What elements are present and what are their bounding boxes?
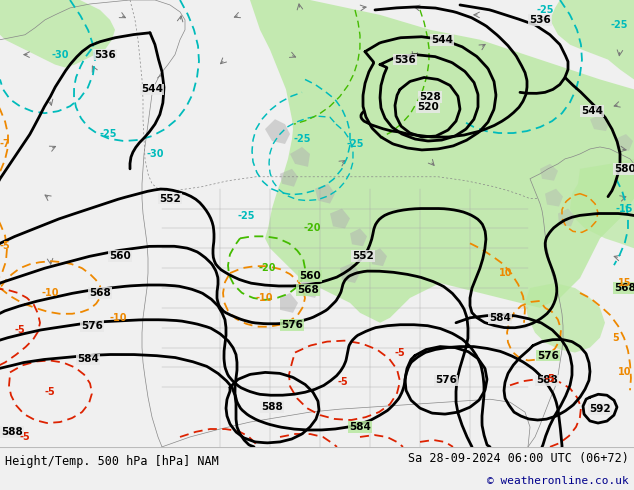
Polygon shape: [0, 0, 115, 68]
Polygon shape: [330, 209, 350, 228]
Polygon shape: [570, 159, 634, 248]
Text: 576: 576: [435, 375, 457, 385]
Text: -25: -25: [237, 212, 255, 221]
Text: 528: 528: [419, 92, 441, 102]
Text: 536: 536: [94, 49, 116, 60]
Text: -5: -5: [0, 241, 10, 251]
Text: -5: -5: [15, 325, 25, 335]
Text: 568: 568: [89, 288, 111, 298]
Text: 592: 592: [589, 404, 611, 414]
Text: -5: -5: [44, 387, 55, 397]
Text: 552: 552: [159, 194, 181, 204]
Text: Sa 28-09-2024 06:00 UTC (06+72): Sa 28-09-2024 06:00 UTC (06+72): [408, 452, 629, 466]
Polygon shape: [545, 189, 563, 207]
Text: -10: -10: [109, 313, 127, 323]
Polygon shape: [550, 0, 634, 79]
Polygon shape: [280, 293, 298, 313]
Text: -5: -5: [20, 432, 30, 442]
Text: 568: 568: [614, 283, 634, 293]
Text: -25: -25: [294, 134, 311, 144]
Polygon shape: [350, 228, 367, 246]
Text: 588: 588: [1, 427, 23, 437]
Polygon shape: [370, 248, 387, 266]
Polygon shape: [250, 0, 634, 323]
Polygon shape: [525, 283, 605, 352]
Text: 576: 576: [537, 350, 559, 361]
Polygon shape: [300, 278, 320, 298]
Text: -7: -7: [0, 139, 10, 149]
Polygon shape: [290, 147, 310, 167]
Text: 10: 10: [618, 368, 631, 377]
Polygon shape: [265, 119, 290, 144]
Text: 588: 588: [536, 375, 558, 385]
Text: 560: 560: [299, 271, 321, 281]
Text: Height/Temp. 500 hPa [hPa] NAM: Height/Temp. 500 hPa [hPa] NAM: [5, 456, 219, 468]
Text: -5: -5: [394, 347, 405, 358]
Text: -5: -5: [545, 374, 555, 384]
Text: -30: -30: [51, 49, 68, 60]
Text: © weatheronline.co.uk: © weatheronline.co.uk: [488, 475, 629, 486]
Text: -25: -25: [611, 20, 628, 30]
Text: -10: -10: [41, 288, 59, 298]
Text: 15: 15: [618, 278, 631, 288]
Text: -25: -25: [536, 5, 553, 15]
Text: 544: 544: [141, 84, 163, 95]
Polygon shape: [615, 134, 633, 151]
Polygon shape: [315, 184, 335, 203]
Text: -25: -25: [100, 129, 117, 139]
Text: -15: -15: [615, 203, 633, 214]
Polygon shape: [590, 114, 610, 131]
Polygon shape: [540, 164, 558, 181]
Text: 520: 520: [417, 102, 439, 112]
Text: 576: 576: [281, 320, 303, 330]
Polygon shape: [340, 263, 360, 283]
Polygon shape: [558, 209, 575, 226]
Text: 580: 580: [614, 164, 634, 174]
Text: 10: 10: [499, 268, 513, 278]
Text: -30: -30: [146, 149, 164, 159]
Text: 544: 544: [431, 35, 453, 45]
Text: -20: -20: [258, 263, 276, 273]
Text: 584: 584: [77, 354, 99, 365]
Text: 584: 584: [349, 422, 371, 432]
Text: 536: 536: [394, 54, 416, 65]
Text: -10: -10: [256, 293, 273, 303]
Text: 536: 536: [529, 15, 551, 25]
Text: -20: -20: [303, 223, 321, 233]
Text: 584: 584: [489, 313, 511, 323]
Text: 5: 5: [612, 333, 619, 343]
Text: -5: -5: [338, 377, 348, 387]
Text: 544: 544: [581, 106, 603, 116]
Polygon shape: [280, 169, 298, 187]
Text: 560: 560: [109, 251, 131, 261]
Text: -25: -25: [346, 139, 364, 149]
Text: 588: 588: [261, 402, 283, 412]
Text: 576: 576: [81, 321, 103, 331]
Text: 568: 568: [297, 285, 319, 295]
Text: 552: 552: [352, 251, 374, 261]
